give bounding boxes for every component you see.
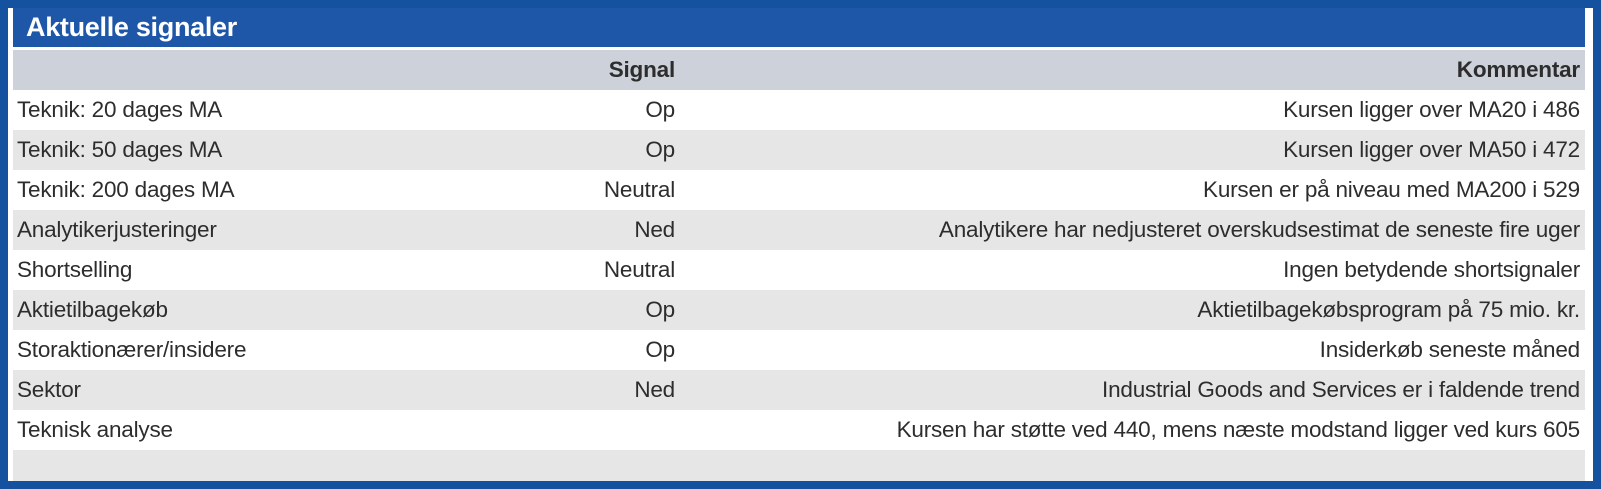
row-signal: Neutral <box>603 177 675 202</box>
row-comment: Ingen betydende shortsignaler <box>1283 257 1580 282</box>
row-comment: Kursen er på niveau med MA200 i 529 <box>1203 177 1580 202</box>
row-signal: Ned <box>634 217 675 242</box>
panel-title: Aktuelle signaler <box>26 12 237 42</box>
table-body: Teknik: 20 dages MA Op Kursen ligger ove… <box>13 90 1585 450</box>
table-row: Teknik: 50 dages MA Op Kursen ligger ove… <box>13 130 1585 170</box>
row-signal: Neutral <box>603 257 675 282</box>
row-comment: Kursen ligger over MA50 i 472 <box>1283 137 1580 162</box>
panel-title-bar: Aktuelle signaler <box>13 8 1585 47</box>
title-header-divider <box>13 47 1585 50</box>
row-signal: Op <box>645 337 675 362</box>
row-comment: Industrial Goods and Services er i falde… <box>1102 377 1580 402</box>
empty-footer-row <box>13 450 1585 481</box>
row-label: Teknisk analyse <box>17 417 173 442</box>
header-signal-column: Signal <box>608 57 676 82</box>
row-signal: Op <box>645 97 675 122</box>
row-label: Storaktionærer/insidere <box>17 337 247 362</box>
row-signal: Op <box>645 137 675 162</box>
table-row: Shortselling Neutral Ingen betydende sho… <box>13 250 1585 290</box>
row-signal: Ned <box>634 377 675 402</box>
row-label: Aktietilbagekøb <box>17 297 168 322</box>
table-row: Sektor Ned Industrial Goods and Services… <box>13 370 1585 410</box>
header-comment-column: Kommentar <box>1456 57 1580 82</box>
row-comment: Kursen ligger over MA20 i 486 <box>1283 97 1580 122</box>
table-row: Aktietilbagekøb Op Aktietilbagekøbsprogr… <box>13 290 1585 330</box>
table-row: Teknisk analyse Kursen har støtte ved 44… <box>13 410 1585 450</box>
row-label: Teknik: 50 dages MA <box>17 137 223 162</box>
row-label: Teknik: 20 dages MA <box>17 97 223 122</box>
row-signal: Op <box>645 297 675 322</box>
table-header-row: Signal Kommentar <box>13 50 1585 90</box>
row-comment: Analytikere har nedjusteret overskudsest… <box>938 217 1580 242</box>
table-row: Teknik: 200 dages MA Neutral Kursen er p… <box>13 170 1585 210</box>
row-label: Teknik: 200 dages MA <box>17 177 235 202</box>
row-label: Analytikerjusteringer <box>17 217 217 242</box>
row-comment: Insiderkøb seneste måned <box>1319 337 1581 362</box>
table-row: Analytikerjusteringer Ned Analytikere ha… <box>13 210 1585 250</box>
row-label: Shortselling <box>17 257 133 282</box>
table-row: Storaktionærer/insidere Op Insiderkøb se… <box>13 330 1585 370</box>
row-label: Sektor <box>17 377 81 402</box>
row-comment: Aktietilbagekøbsprogram på 75 mio. kr. <box>1197 297 1580 322</box>
table-row: Teknik: 20 dages MA Op Kursen ligger ove… <box>13 90 1585 130</box>
row-comment: Kursen har støtte ved 440, mens næste mo… <box>896 417 1581 442</box>
